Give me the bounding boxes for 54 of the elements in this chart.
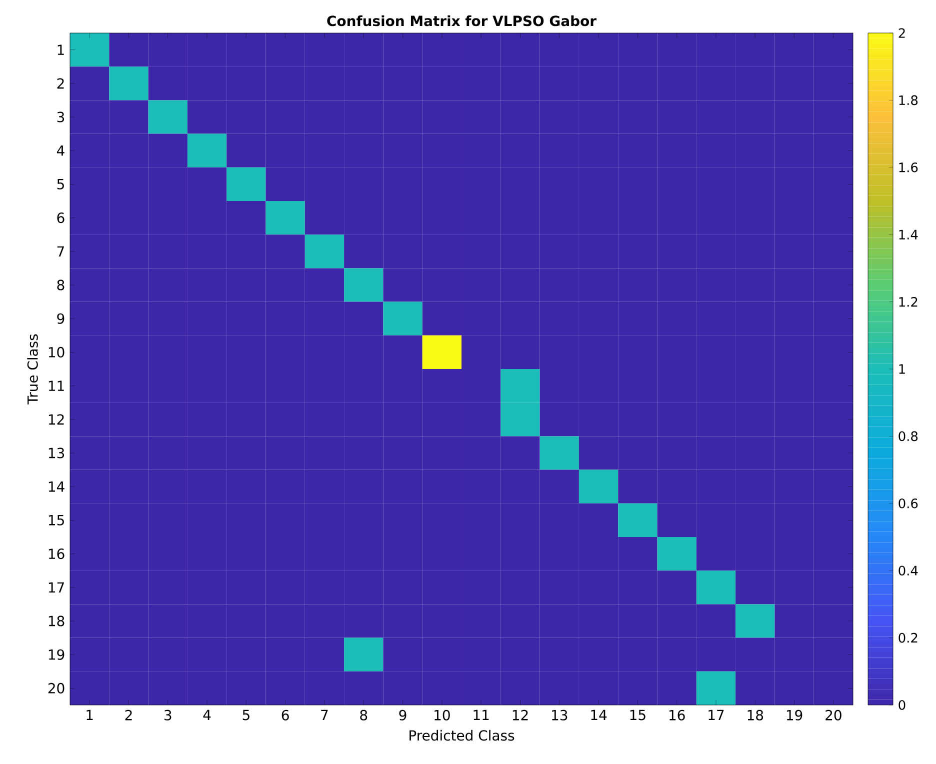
- y-tick-label: 16: [48, 548, 64, 560]
- color-bar-label: 1.8: [899, 95, 918, 106]
- y-tick-label: 11: [48, 380, 64, 391]
- color-bar-label: 1.4: [899, 230, 918, 240]
- y-tick-label: 8: [57, 280, 64, 290]
- x-tick-label: 20: [826, 710, 842, 720]
- x-tick-label: 17: [708, 710, 724, 720]
- y-tick-label: 2: [57, 78, 64, 89]
- x-tick-label: 4: [203, 710, 211, 720]
- y-tick-label: 13: [48, 448, 64, 458]
- y-tick-label: 3: [57, 112, 64, 122]
- x-tick-label: 10: [434, 710, 450, 720]
- color-bar-label: 0.8: [898, 431, 918, 442]
- y-tick-label: 14: [48, 482, 64, 492]
- color-bar-label: 1: [899, 364, 905, 374]
- x-tick-label: 1: [86, 710, 93, 720]
- y-tick-label: 15: [48, 515, 64, 526]
- x-tick-label: 2: [125, 710, 132, 720]
- x-tick-label: 6: [282, 710, 289, 720]
- x-tick-label: 5: [242, 710, 250, 720]
- y-tick-label: 4: [56, 146, 64, 156]
- x-tick-label: 19: [786, 710, 802, 720]
- y-tick-label: 19: [48, 649, 64, 660]
- x-tick-label: 8: [360, 710, 368, 720]
- chart-title: Confusion Matrix for VLPSO Gabor: [327, 15, 596, 26]
- y-tick-label: 1: [58, 44, 64, 55]
- x-axis-title: Predicted Class: [410, 730, 514, 741]
- y-tick-label: 6: [57, 212, 64, 224]
- y-tick-label: 7: [57, 246, 64, 256]
- y-tick-label: 10: [48, 346, 64, 358]
- x-tick-label: 16: [669, 710, 685, 720]
- x-tick-label: 12: [512, 710, 528, 720]
- x-tick-label: 9: [399, 710, 406, 720]
- color-bar-label: 2: [898, 28, 905, 38]
- color-bar-label: 0: [898, 700, 906, 710]
- color-bar-label: 1.2: [899, 296, 918, 307]
- x-tick-label: 3: [164, 710, 172, 720]
- x-tick-label: 15: [630, 710, 646, 720]
- y-tick-label: 20: [48, 682, 64, 694]
- y-tick-label: 18: [48, 616, 64, 626]
- x-tick-label: 14: [591, 710, 607, 720]
- x-tick-label: 7: [321, 710, 328, 720]
- color-bar-label: 0.6: [898, 498, 918, 508]
- y-tick-label: 9: [57, 313, 64, 324]
- color-bar-label: 0.4: [898, 566, 918, 576]
- x-tick-label: 18: [748, 710, 764, 720]
- color-bar-label: 0.2: [898, 632, 918, 643]
- x-tick-label: 13: [552, 710, 568, 720]
- y-tick-label: 5: [57, 179, 64, 190]
- color-bar-label: 1.6: [899, 162, 918, 172]
- x-tick-label: 11: [474, 710, 489, 720]
- y-tick-label: 17: [48, 582, 64, 592]
- y-axis-title: True Class: [27, 334, 38, 404]
- y-tick-label: 12: [48, 414, 64, 425]
